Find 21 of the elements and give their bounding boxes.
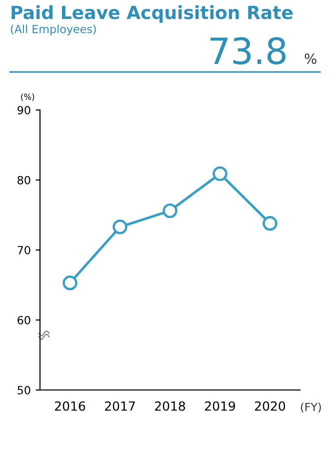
point — [112, 220, 128, 234]
y-axis-title: (%) — [21, 94, 34, 101]
y-tick-label: 80 — [18, 176, 30, 184]
y-tick-label: 70 — [18, 246, 30, 254]
point — [162, 203, 178, 218]
y-tick-label: 60 — [18, 316, 30, 324]
chart-title: Paid Leave Acquisition Rate — [12, 5, 293, 23]
x-tick-label: 2016 — [55, 401, 86, 411]
text: % — [304, 54, 316, 64]
x-tick-label: 2020 — [255, 401, 286, 411]
point — [262, 216, 278, 231]
y-tick-label: 50 — [18, 386, 30, 394]
y-tick-label: 90 — [18, 106, 30, 114]
chart-subtitle: (All Employees) — [10, 24, 96, 36]
point — [212, 166, 228, 182]
point — [62, 276, 78, 290]
x-tick-label: 2017 — [105, 401, 135, 411]
x-tick-label: 2019 — [205, 401, 236, 411]
x-axis-title: (FY) — [300, 402, 321, 413]
x-tick-label: 2018 — [155, 401, 186, 411]
text: 73.8 — [210, 37, 286, 64]
